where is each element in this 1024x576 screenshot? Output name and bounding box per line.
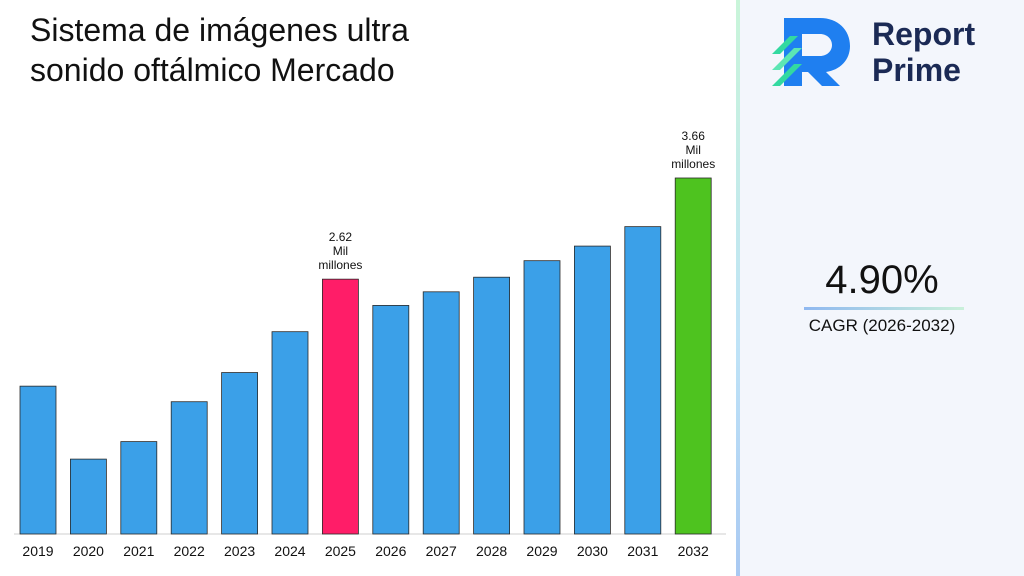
bar-2031 [624,226,662,535]
cagr-label: CAGR (2026-2032) [808,316,956,335]
data-label-2032: Mil [686,143,701,157]
bar-2028 [473,276,511,535]
bar-2030 [574,245,611,535]
brand-line-2: Prime [872,52,961,88]
bar-2027 [422,291,460,535]
bar-2023 [221,372,259,535]
bar-2032 [674,177,712,535]
x-tick-label: 2024 [274,543,305,559]
report-prime-logo-icon [772,18,850,86]
chart-panel: Sistema de imágenes ultra sonido oftálmi… [14,12,726,559]
bar-2022 [170,401,208,535]
x-tick-label: 2026 [375,543,406,559]
brand-logo: Report Prime [768,14,1008,94]
panel-divider [736,0,740,576]
bar-2026 [372,305,410,535]
data-label-2032: millones [671,157,715,171]
bar-chart: 2019 2020 2021 2022 2023 2024 2025 2026 2027 2028… [14,129,726,559]
x-tick-label: 2031 [627,543,658,559]
x-tick-label: 2022 [174,543,205,559]
bars-group [19,177,712,535]
data-label-2032: 3.66 [682,129,706,143]
x-tick-label: 2019 [22,543,53,559]
x-tick-labels: 2019 2020 2021 2022 2023 2024 2025 2026 2027 2028… [22,543,709,559]
x-tick-label: 2032 [678,543,709,559]
bar-2021 [120,441,158,535]
bar-2024 [271,331,309,535]
cagr-value: 4.90% [825,258,939,302]
brand-line-1: Report [872,16,976,52]
x-tick-label: 2027 [426,543,457,559]
data-label-2025: Mil [333,244,348,258]
x-tick-label: 2029 [526,543,557,559]
data-label-2025: 2.62 [329,230,353,244]
bar-2029 [523,260,561,535]
bar-2020 [70,458,107,535]
chart-title: Sistema de imágenes ultra sonido oftálmi… [30,12,409,88]
cagr-underline [804,307,964,310]
x-tick-label: 2023 [224,543,255,559]
bar-2025 [321,278,359,535]
bar-2019 [19,385,57,535]
x-tick-label: 2025 [325,543,356,559]
brand-name: Report Prime [872,16,975,88]
x-tick-label: 2028 [476,543,507,559]
side-panel: Report Prime 4.90% CAGR (2026-2032) [740,0,1024,576]
x-tick-label: 2020 [73,543,104,559]
x-tick-label: 2030 [577,543,608,559]
x-tick-label: 2021 [123,543,154,559]
data-label-2025: millones [318,258,362,272]
